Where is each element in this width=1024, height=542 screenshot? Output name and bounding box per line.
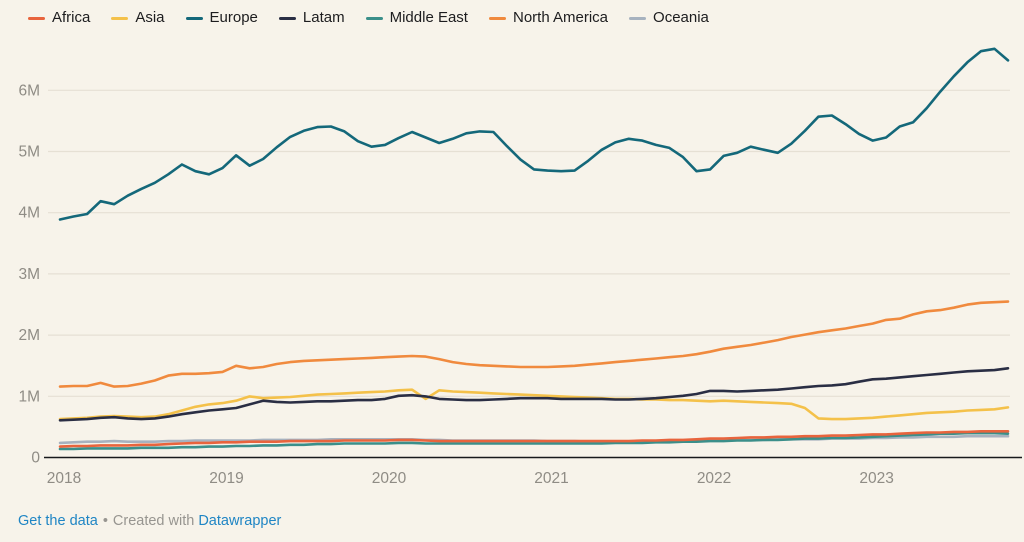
legend-item-north-america: North America [488,8,609,28]
legend: Africa Asia Europe Latam Middle East North Am… [28,8,1014,28]
legend-item-middle-east: Middle East [365,8,468,28]
footer: Get the data • Created with Datawrapper [18,511,281,531]
x-tick-label-2018: 2018 [47,470,81,487]
legend-swatch-icon [28,16,45,20]
x-tick-label-2022: 2022 [697,470,731,487]
y-tick-label-0: 0 [31,450,40,467]
series-line-middle-east [58,431,1010,451]
legend-label: Asia [135,9,165,26]
get-the-data-link[interactable]: Get the data [18,513,98,529]
x-tick-label-2020: 2020 [372,470,407,487]
legend-label: Latam [302,9,345,26]
footer-separator: • [102,513,108,529]
created-with-text: Created with [112,513,195,529]
legend-swatch-icon [185,16,203,20]
series-line-latam [58,366,1010,422]
x-tick-label-2021: 2021 [534,470,568,487]
legend-swatch-icon [278,16,296,20]
legend-item-latam: Latam [278,8,345,28]
y-tick-label-5M: 5M [18,144,40,161]
legend-item-asia: Asia [111,8,165,28]
y-tick-label-1M: 1M [18,388,40,405]
datawrapper-link[interactable]: Datawrapper [198,513,282,529]
y-tick-label-3M: 3M [18,266,40,283]
legend-swatch-icon [488,16,506,20]
y-tick-label-6M: 6M [18,82,40,99]
x-tick-label-2019: 2019 [209,470,243,487]
legend-label: Africa [52,9,91,26]
series-line-africa [58,429,1010,448]
legend-label: Oceania [653,9,709,26]
legend-item-africa: Africa [28,8,90,28]
legend-swatch-icon [365,16,383,20]
legend-item-oceania: Oceania [629,8,709,28]
legend-swatch-icon [629,16,647,20]
y-tick-label-4M: 4M [18,205,40,222]
series-line-europe [58,47,1010,221]
series-line-asia [58,388,1010,421]
y-tick-label-2M: 2M [18,327,40,344]
legend-item-europe: Europe [185,8,258,28]
series-line-north-america [58,300,1010,388]
legend-swatch-icon [111,16,129,20]
legend-label: Middle East [389,9,468,26]
legend-label: Europe [209,9,258,26]
x-tick-label-2023: 2023 [859,470,893,487]
line-chart-plot: 0 1M 2M 3M 4M 5M 6M 2018 2019 2020 2021 2022 2023 [18,47,1022,487]
legend-label: North America [512,9,609,26]
